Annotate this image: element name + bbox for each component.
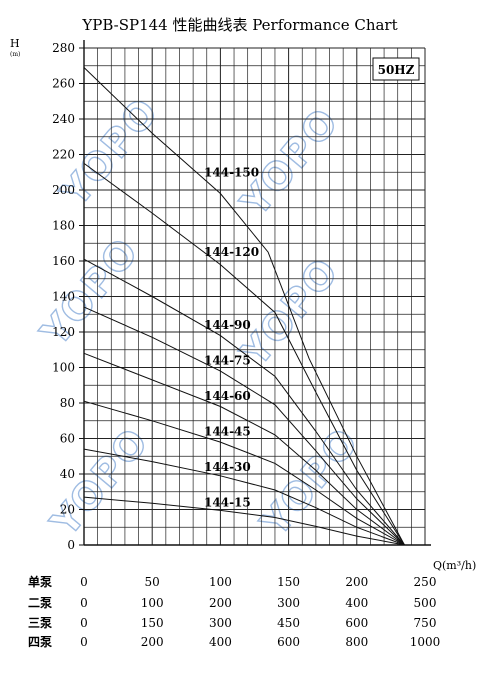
curve-144-60	[83, 352, 405, 546]
y-tick-label: 0	[67, 538, 75, 552]
watermark-text: YOPO	[232, 99, 348, 225]
curve-label: 144-75	[204, 353, 251, 367]
axes: 0 20 40 60 80 100 120 140 160 180 200 220 240 260 280	[52, 40, 431, 552]
curve-144-15	[83, 496, 405, 546]
curve-144-150	[83, 67, 405, 546]
flow-row-value: 200	[209, 596, 232, 610]
y-tick-label: 160	[52, 254, 75, 268]
curve-144-30	[83, 448, 405, 546]
flow-row-value: 100	[141, 596, 164, 610]
curve-144-120	[83, 162, 405, 546]
flow-row-value: 400	[345, 596, 368, 610]
y-tick-label: 40	[60, 467, 75, 481]
y-tick-label: 60	[60, 432, 75, 446]
watermark-text: YOPO	[32, 229, 148, 355]
flow-row-label: 单泵	[28, 574, 52, 589]
curve-144-75	[83, 306, 405, 546]
watermark-text: YOPO	[252, 419, 368, 545]
flow-row-value: 0	[80, 575, 88, 589]
frequency-box	[372, 57, 420, 81]
curve-label: 144-90	[204, 318, 251, 332]
y-tick-label: 180	[52, 219, 75, 233]
flow-row-value: 200	[345, 575, 368, 589]
curve-label: 144-45	[204, 424, 251, 438]
curves	[83, 67, 405, 546]
y-tick-label: 240	[52, 112, 75, 126]
y-tick-label: 200	[52, 183, 75, 197]
y-tick-label: 120	[52, 325, 75, 339]
flow-row-value: 0	[80, 635, 88, 649]
flow-row-value: 750	[414, 616, 437, 630]
y-axis-unit: (m)	[10, 51, 20, 58]
flow-row-value: 150	[277, 575, 300, 589]
curve-labels: 144-150 144-120 144-90 144-75 144-60 144-45 14…	[204, 165, 259, 509]
curve-label: 144-60	[204, 389, 251, 403]
curve-144-45	[83, 400, 405, 546]
y-tick-label: 280	[52, 41, 75, 55]
y-tick-label: 80	[60, 396, 75, 410]
flow-row-value: 450	[277, 616, 300, 630]
flow-row-label: 二泵	[28, 596, 52, 610]
y-tick-label: 220	[52, 148, 75, 162]
x-axis-label: Q(m³/h)	[433, 559, 476, 572]
curve-label: 144-15	[204, 495, 251, 509]
curve-label: 144-30	[204, 460, 251, 474]
flow-scale-table: 单泵 0 50 100 150 200 250 二泵 0 100 200 300 400 500 三泵 0 15…	[28, 574, 440, 649]
y-tick-label: 260	[52, 77, 75, 91]
flow-row-value: 400	[209, 635, 232, 649]
y-tick-label: 100	[52, 361, 75, 375]
flow-row-value: 500	[414, 596, 437, 610]
curve-144-90	[83, 258, 405, 546]
flow-row-value: 50	[145, 575, 160, 589]
flow-row-value: 800	[345, 635, 368, 649]
y-tick-label: 140	[52, 290, 75, 304]
flow-row-label: 四泵	[28, 635, 52, 649]
flow-row-value: 600	[277, 635, 300, 649]
flow-row-value: 600	[345, 616, 368, 630]
flow-row-value: 300	[209, 616, 232, 630]
flow-row-value: 100	[209, 575, 232, 589]
y-tick-label: 20	[60, 503, 75, 517]
flow-row-value: 300	[277, 596, 300, 610]
curve-label: 144-120	[204, 245, 259, 259]
flow-row-value: 1000	[410, 635, 441, 649]
frequency-label: 50HZ	[378, 63, 415, 77]
flow-row-value: 200	[141, 635, 164, 649]
flow-row-label: 三泵	[28, 616, 52, 630]
flow-row-value: 150	[141, 616, 164, 630]
flow-row-value: 0	[80, 616, 88, 630]
curve-label: 144-150	[204, 165, 259, 179]
flow-row-value: 250	[414, 575, 437, 589]
flow-row-value: 0	[80, 596, 88, 610]
y-axis-label: H	[10, 37, 20, 50]
chart-title: YPB-SP144 性能曲线表 Performance Chart	[81, 16, 397, 34]
